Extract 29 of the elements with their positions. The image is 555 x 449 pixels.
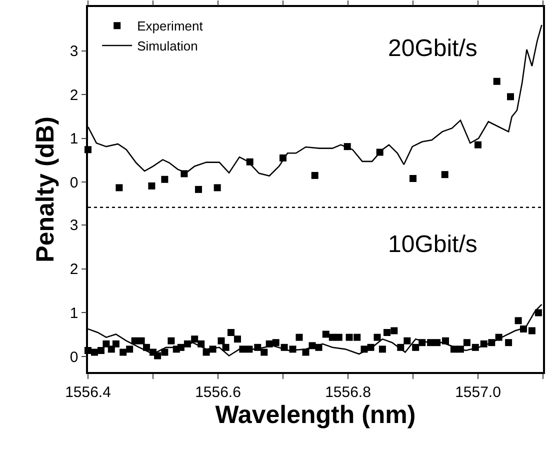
point [410,175,416,182]
y-tick-label: 0 [70,348,78,366]
y-axis-title: Penalty (dB) [31,116,60,262]
y-tick-label: 0 [70,174,78,192]
x-tick-label: 1557.0 [455,384,501,401]
annotation: 20Gbit/s [388,35,478,62]
point [474,141,482,148]
y-tick-label: 1 [70,130,78,148]
legend-label: Experiment [137,18,204,34]
x-tick-label: 1556.8 [325,384,371,401]
point [493,78,500,85]
point [214,184,221,192]
point [311,172,318,179]
x-axis-title: Wavelength (nm) [215,400,416,429]
point [441,171,448,178]
y-tick-label: 2 [70,86,78,104]
point [507,93,514,100]
x-tick-label: 1556.4 [65,384,111,401]
y-tick-label: 2 [70,261,78,278]
point [161,176,168,183]
point [148,182,156,190]
y-tick-label: 3 [70,43,78,60]
y-tick-label: 1 [70,304,78,322]
x-tick-label: 1556.6 [195,384,241,401]
legend-label: Simulation [137,38,198,54]
annotation: 10Gbit/s [388,231,478,258]
point [116,184,123,192]
y-tick-label: 3 [70,217,78,234]
point [195,186,202,193]
